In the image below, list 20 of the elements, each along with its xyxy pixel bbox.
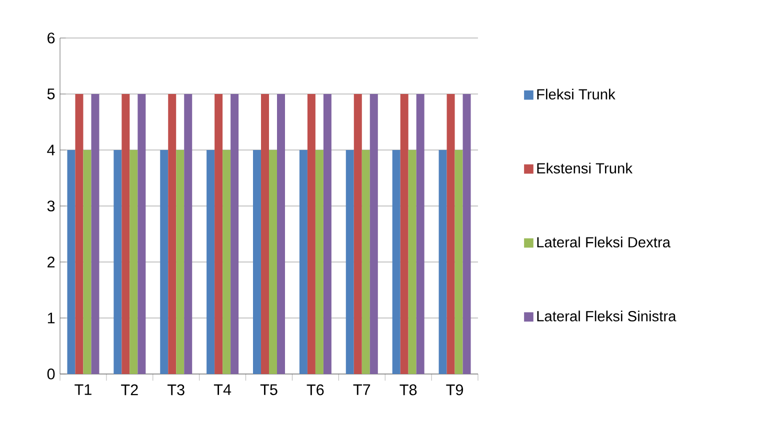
x-tick-label: T1 xyxy=(74,384,92,395)
x-tick-label: T3 xyxy=(168,384,184,396)
x-tick-label: T8 xyxy=(400,384,417,396)
y-tick-label: 4 xyxy=(47,144,55,156)
y-tick-label: 2 xyxy=(48,256,55,268)
legend-label: Lateral Fleksi Sinistra xyxy=(537,310,676,322)
x-tick-label: T5 xyxy=(260,384,278,396)
y-tick-label: 1 xyxy=(48,312,55,324)
x-tick-label: T9 xyxy=(446,384,463,396)
y-tick-label: 3 xyxy=(47,200,55,212)
y-tick-label: 0 xyxy=(47,368,55,380)
legend-label: Lateral Fleksi Dextra xyxy=(537,236,671,248)
x-tick-label: T2 xyxy=(121,384,138,396)
legend-label: Fleksi Trunk xyxy=(537,88,616,100)
y-tick-label: 5 xyxy=(47,88,55,100)
x-tick-label: T4 xyxy=(214,384,232,395)
x-tick-label: T7 xyxy=(353,384,370,395)
x-tick-label: T6 xyxy=(306,384,324,396)
legend-label: Ekstensi Trunk xyxy=(537,162,633,174)
y-tick-label: 6 xyxy=(48,32,55,44)
